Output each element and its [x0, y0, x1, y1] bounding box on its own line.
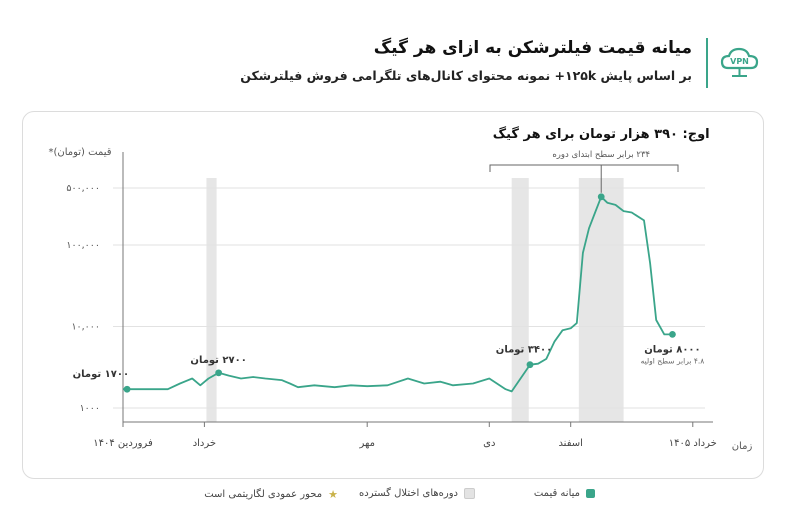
x-tick-label-2: مهر — [358, 438, 374, 449]
y-tick-label-1: ۱۰,۰۰۰ — [71, 321, 100, 332]
disruption-swatch-icon — [464, 488, 475, 499]
disruption-band-0 — [206, 178, 217, 422]
y-tick-label-0: ۱۰۰۰ — [80, 403, 100, 414]
annotation-label-0: ۱۷۰۰ تومان — [73, 369, 129, 380]
disruption-band-1 — [511, 178, 529, 422]
data-point-2 — [526, 361, 534, 369]
data-point-0 — [123, 385, 131, 393]
legend-item-disruption: دوره‌های اختلال گسترده — [359, 488, 475, 499]
x-tick-label-4: اسفند — [558, 438, 582, 449]
y-tick-label-2: ۱۰۰,۰۰۰ — [66, 240, 100, 251]
peak-sub-label: ۲۳۴ برابر سطح ابتدای دوره — [552, 150, 650, 160]
disruption-band-2 — [578, 178, 624, 422]
annotation-sub-3: ۴.۸ برابر سطح اولیه — [641, 356, 705, 365]
legend-label-disruption: دوره‌های اختلال گسترده — [359, 488, 458, 499]
median-swatch-icon — [586, 489, 595, 498]
chart-legend: میانه قیمت دوره‌های اختلال گسترده ★ محور… — [0, 488, 800, 512]
median-price-line — [123, 195, 673, 393]
y-axis-label: قیمت (تومان)* — [48, 147, 111, 158]
vpn-cloud-icon: VPN — [720, 47, 759, 77]
peak-bracket — [489, 164, 679, 172]
legend-label-median: میانه قیمت — [533, 488, 580, 499]
price-chart: ۱۰۰۰ ۱۰,۰۰۰ ۱۰۰,۰۰۰ ۵۰۰,۰۰۰ قیمت (تومان)* زما… — [48, 126, 753, 452]
page-subtitle: بر اساس پایش ۱۲۵k+ نمونه محتوای کانال‌ها… — [240, 68, 692, 83]
x-tick-label-0: فروردین ۱۴۰۴ — [93, 438, 153, 449]
legend-label-log: محور عمودی لگاریتمی است — [204, 489, 323, 500]
data-point-4 — [597, 193, 605, 201]
annotation-label-2: ۳۴۰۰ تومان — [496, 345, 552, 356]
x-tick-label-1: خرداد — [193, 438, 216, 449]
x-tick-label-5: خرداد ۱۴۰۵ — [669, 438, 717, 449]
page-title: میانه قیمت فیلترشکن به ازای هر گیگ — [373, 38, 692, 58]
annotation-label-1: ۲۷۰۰ تومان — [190, 355, 246, 366]
annotation-label-3: ۸۰۰۰ تومان — [644, 344, 700, 355]
x-tick-label-3: دی — [483, 438, 495, 449]
chart-card — [22, 111, 764, 479]
peak-label: اوج: ۳۹۰ هزار تومان برای هر گیگ — [493, 126, 710, 142]
y-tick-label-3: ۵۰۰,۰۰۰ — [66, 183, 100, 194]
star-icon: ★ — [328, 488, 338, 501]
legend-item-median: میانه قیمت — [534, 488, 595, 499]
chart-header: VPN میانه قیمت فیلترشکن به ازای هر گیگ ب… — [62, 36, 762, 96]
header-divider — [706, 38, 708, 88]
legend-item-log: ★ محور عمودی لگاریتمی است — [204, 488, 338, 501]
data-point-3 — [669, 330, 676, 338]
data-point-1 — [215, 369, 223, 377]
x-axis-label: زمان — [732, 441, 753, 452]
logo-text: VPN — [730, 57, 749, 66]
